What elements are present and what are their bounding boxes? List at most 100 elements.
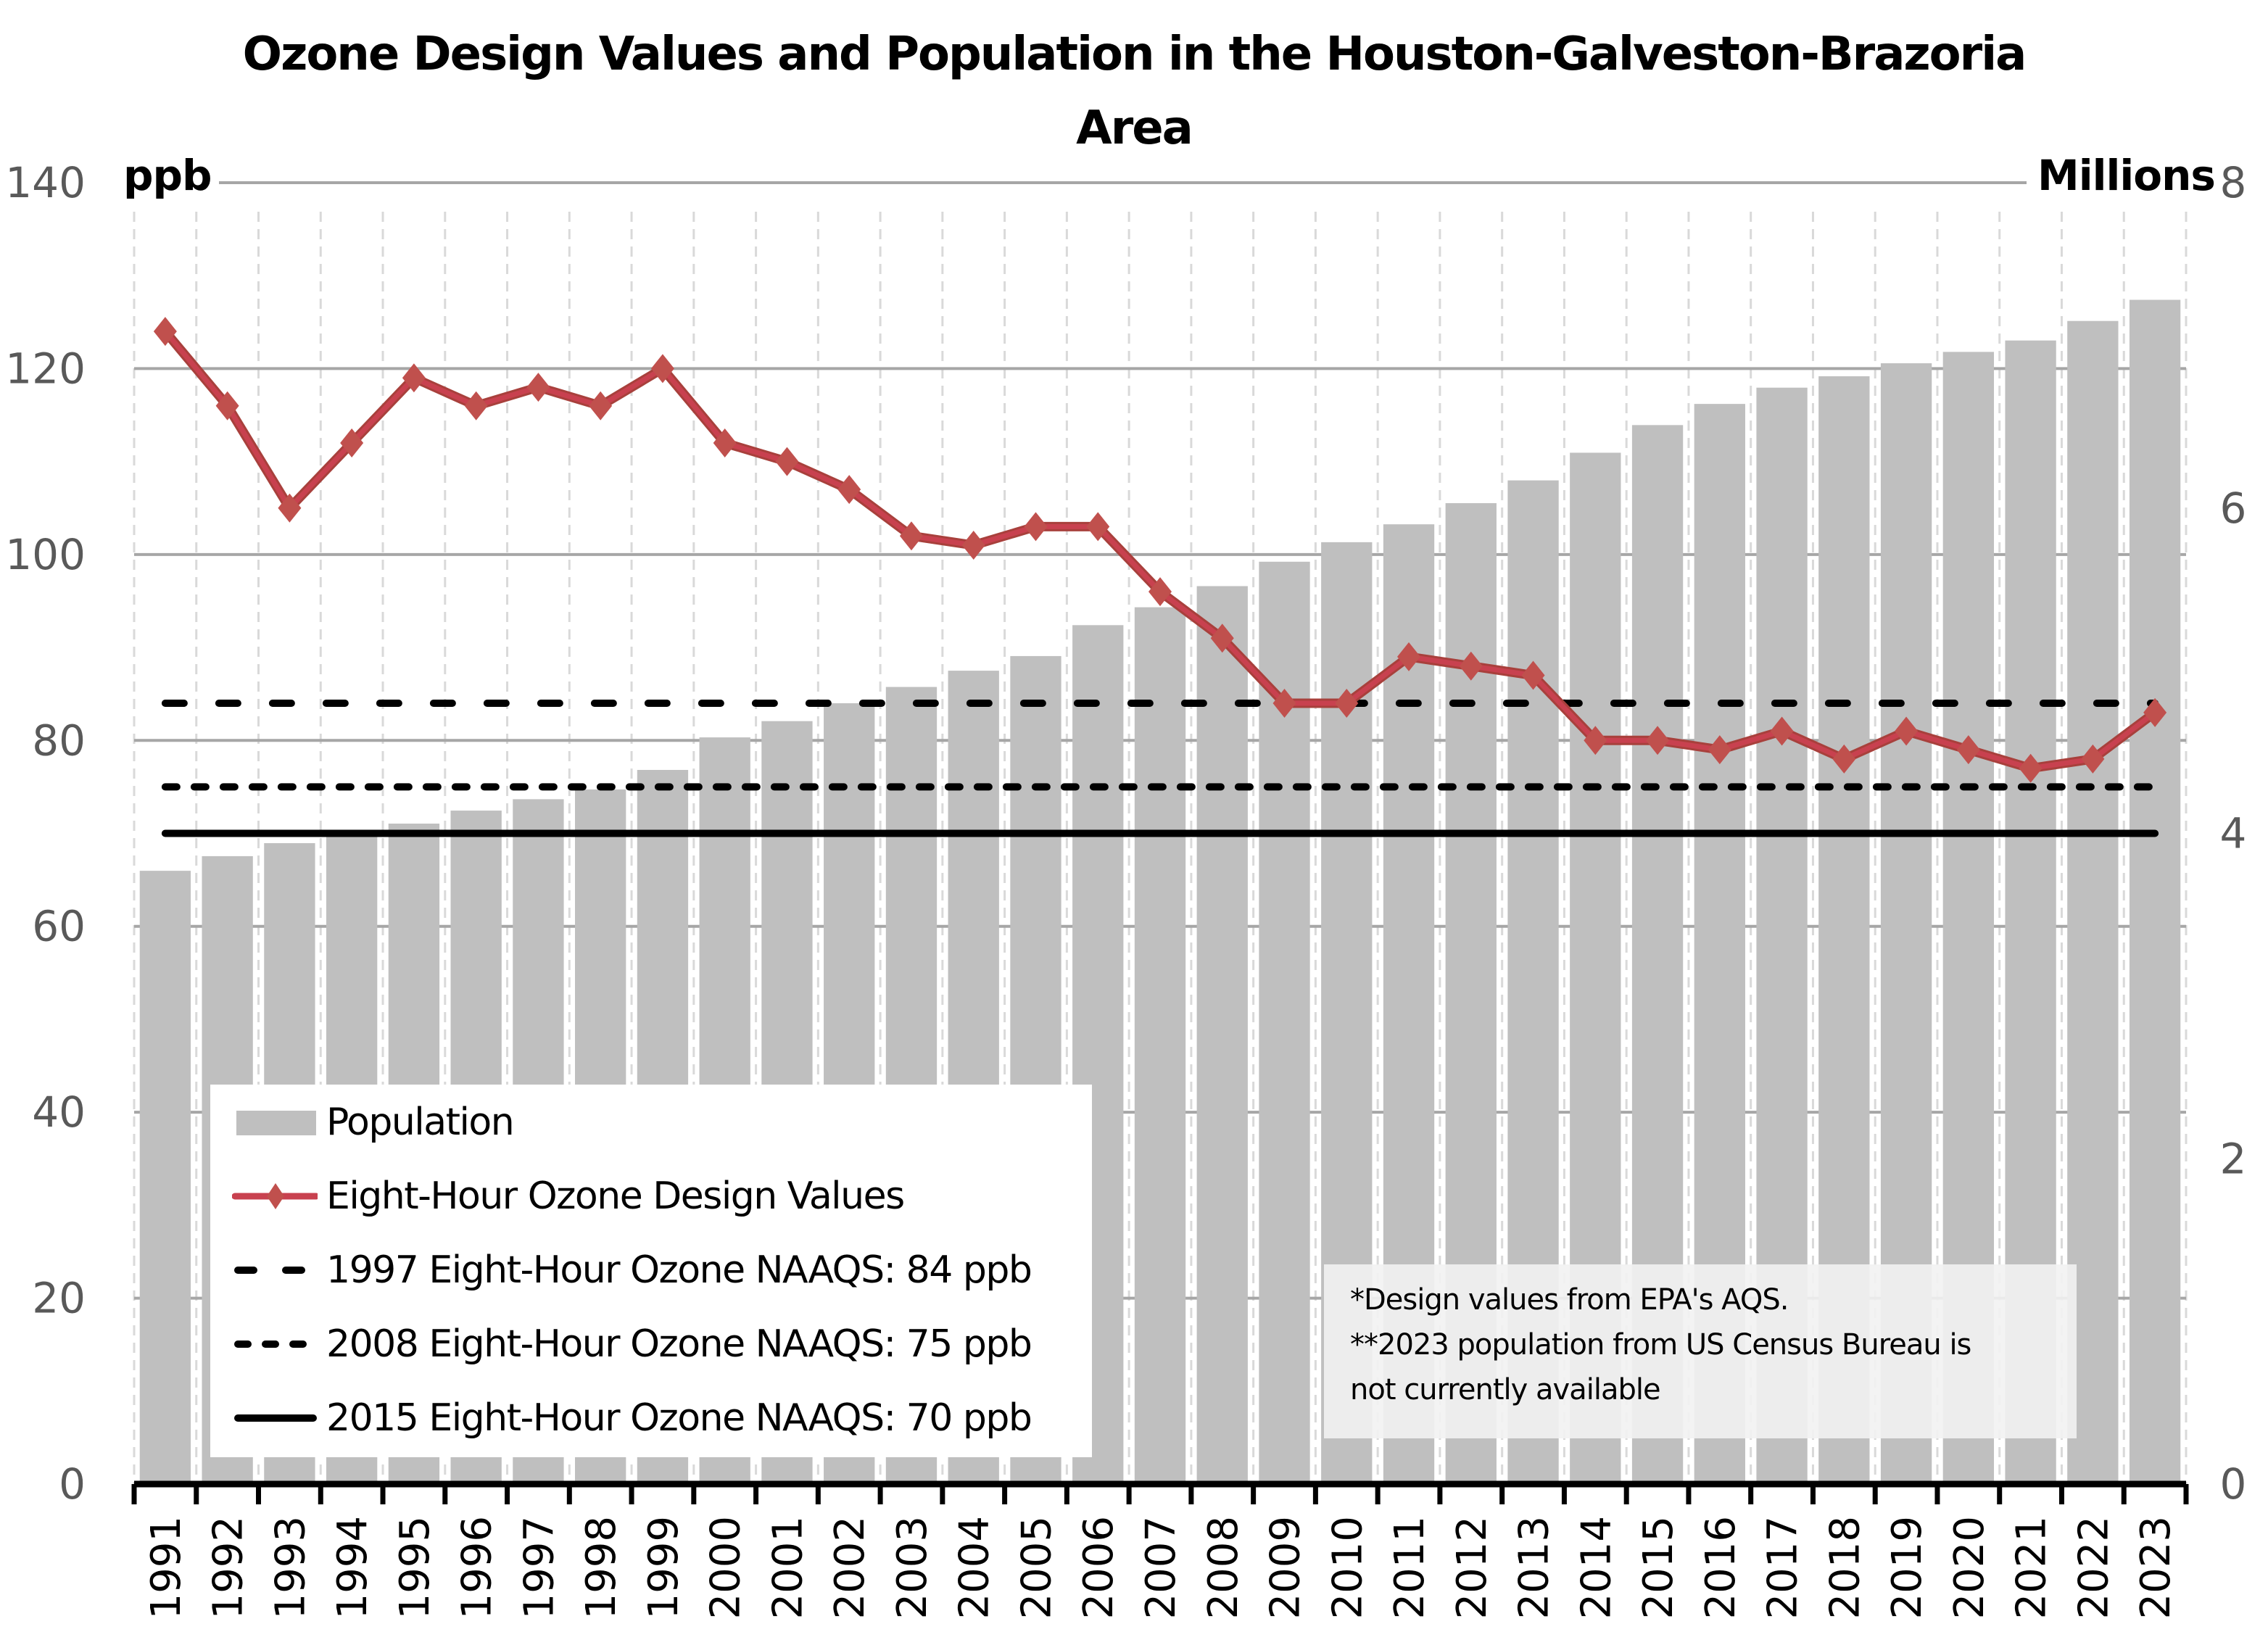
ozone-data-point: [2143, 697, 2167, 727]
ozone-data-point: [899, 521, 923, 551]
legend-label: 2015 Eight-Hour Ozone NAAQS: 70 ppb: [326, 1396, 1032, 1440]
solid-line-icon: [232, 1396, 318, 1440]
x-axis: 1991 1992 1993 1994 1995 1996 1997 1998 1999 2000…: [131, 1480, 2189, 1620]
legend-label: 1997 Eight-Hour Ozone NAAQS: 84 ppb: [326, 1248, 1032, 1292]
ozone-data-point: [1521, 660, 1545, 690]
left-axis-tick-label: 120: [5, 344, 86, 393]
left-axis-ticks: 0 20 40 60 80 100 120 140: [5, 158, 86, 1509]
right-axis-tick-label: 2: [2220, 1134, 2247, 1183]
right-axis-ticks: 0 2 4 6 8: [2220, 158, 2247, 1509]
ozone-data-point: [1086, 512, 1110, 542]
x-axis-tick-label: 2011: [1386, 1516, 1433, 1620]
legend-item-naaqs-2008: 2008 Eight-Hour Ozone NAAQS: 75 ppb: [232, 1315, 1032, 1373]
legend: Population Eight-Hour Ozone Design Value…: [210, 1085, 1092, 1457]
chart-title-line1: Ozone Design Values and Population in th…: [242, 28, 2027, 81]
right-axis-tick-label: 8: [2220, 158, 2247, 207]
ozone-data-point: [340, 428, 364, 457]
x-axis-tick-label: 2017: [1760, 1516, 1807, 1620]
x-axis-tick-label: 2021: [2008, 1516, 2056, 1620]
x-axis-tick-label: 1993: [267, 1516, 314, 1620]
ozone-data-point: [589, 391, 613, 420]
ozone-data-point: [961, 531, 985, 560]
x-axis-tick-label: 1992: [205, 1516, 252, 1620]
x-axis-tick-label: 2009: [1262, 1516, 1309, 1620]
long-dash-line-icon: [232, 1248, 318, 1292]
left-axis-tick-label: 40: [32, 1087, 86, 1137]
ozone-data-point: [1397, 642, 1421, 671]
footnote-population-line2: not currently available: [1350, 1373, 1661, 1406]
ozone-data-point: [1708, 735, 1731, 765]
ozone-data-point: [1646, 726, 1670, 755]
x-axis-tick-label: 1997: [516, 1516, 563, 1620]
ozone-data-point: [1335, 689, 1359, 718]
ozone-data-point: [1149, 577, 1172, 607]
x-axis-tick-label: 2016: [1697, 1516, 1745, 1620]
ozone-series: [153, 317, 2167, 783]
x-axis-tick-label: 2010: [1324, 1516, 1371, 1620]
x-axis-tick-label: 2018: [1821, 1516, 1868, 1620]
right-axis-tick-label: 0: [2220, 1459, 2247, 1509]
right-axis-tick-label: 4: [2220, 809, 2247, 858]
x-axis-tick-label: 2003: [889, 1516, 936, 1620]
left-axis-tick-label: 80: [32, 716, 86, 765]
x-axis-tick-label: 2019: [1884, 1516, 1931, 1620]
population-bar: [1196, 586, 1248, 1485]
ozone-data-point: [402, 363, 426, 393]
footnote-box: *Design values from EPA's AQS. **2023 po…: [1324, 1264, 2077, 1438]
x-axis-tick-label: 2013: [1511, 1516, 1558, 1620]
left-axis-tick-label: 140: [5, 158, 86, 207]
x-axis-tick-label: 1994: [329, 1516, 376, 1620]
legend-label: 2008 Eight-Hour Ozone NAAQS: 75 ppb: [326, 1322, 1032, 1366]
right-axis-tick-label: 6: [2220, 484, 2247, 533]
naaqs-standard-lines: [161, 700, 2159, 837]
ozone-data-point: [837, 475, 861, 505]
footnote-design-values: *Design values from EPA's AQS.: [1350, 1283, 1789, 1317]
x-axis-tick-label: 2002: [827, 1516, 874, 1620]
ozone-data-point: [2081, 744, 2105, 774]
x-axis-tick-label: 2005: [1013, 1516, 1060, 1620]
legend-label: Population: [326, 1101, 515, 1144]
vertical-gridlines: [133, 212, 2188, 1484]
left-axis-unit: ppb: [116, 151, 219, 200]
x-axis-tick-label: 2020: [1946, 1516, 1993, 1620]
ozone-data-point: [2019, 753, 2043, 783]
x-axis-tick-label: 2022: [2070, 1516, 2117, 1620]
right-axis-unit: Millions: [2030, 151, 2222, 200]
ozone-data-point: [278, 493, 302, 523]
legend-item-population: Population: [232, 1093, 515, 1151]
left-axis-tick-label: 20: [32, 1274, 86, 1323]
ozone-data-point: [215, 391, 239, 420]
x-axis-tick-label: 2000: [703, 1516, 750, 1620]
population-bar: [1134, 607, 1186, 1484]
x-axis-tick-label: 1995: [392, 1516, 439, 1620]
ozone-data-point: [1832, 744, 1856, 774]
short-dash-line-icon: [232, 1322, 318, 1366]
x-axis-tick-label: 2015: [1635, 1516, 1682, 1620]
ozone-data-point: [713, 428, 737, 457]
x-axis-tick-label: 2014: [1573, 1516, 1620, 1620]
population-bar: [139, 871, 191, 1484]
footnote-population-line1: **2023 population from US Census Bureau …: [1350, 1328, 1971, 1362]
ozone-data-point: [1024, 512, 1048, 542]
legend-item-ozone: Eight-Hour Ozone Design Values: [231, 1167, 905, 1225]
x-axis-tick-label: 1996: [454, 1516, 501, 1620]
population-bar: [2129, 299, 2181, 1484]
bar-swatch-icon: [232, 1101, 318, 1144]
ozone-data-point: [526, 373, 550, 402]
x-axis-tick-label: 2012: [1449, 1516, 1496, 1620]
ozone-data-point: [1895, 716, 1919, 746]
x-axis-tick-label: 1999: [640, 1516, 687, 1620]
left-axis-tick-label: 0: [59, 1459, 86, 1509]
x-axis-tick-label: 2001: [764, 1516, 811, 1620]
ozone-data-point: [1584, 726, 1607, 755]
ozone-data-point: [1210, 623, 1234, 653]
ozone-data-point: [1770, 716, 1794, 746]
legend-label: Eight-Hour Ozone Design Values: [326, 1174, 905, 1218]
ozone-data-point: [775, 447, 799, 476]
legend-item-naaqs-2015: 2015 Eight-Hour Ozone NAAQS: 70 ppb: [232, 1389, 1032, 1447]
ozone-data-point: [1459, 651, 1483, 681]
x-axis-tick-label: 2008: [1200, 1516, 1247, 1620]
chart-title-line2: Area: [1076, 101, 1193, 155]
x-axis-tick-label: 1998: [578, 1516, 625, 1620]
x-axis-tick-label: 2007: [1138, 1516, 1185, 1620]
